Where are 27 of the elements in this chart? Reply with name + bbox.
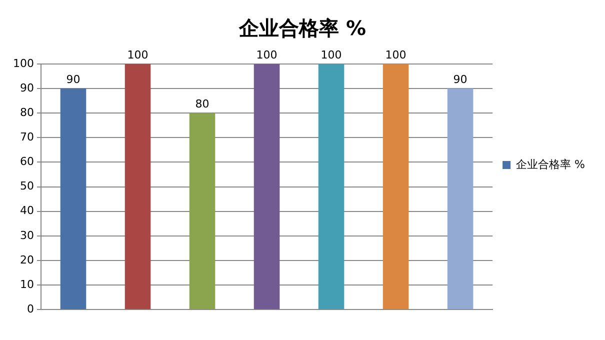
bar	[124, 64, 151, 310]
data-label: 100	[385, 48, 406, 62]
y-tick-label: 0	[26, 302, 34, 316]
bar	[447, 88, 474, 310]
y-tick-label: 60	[20, 155, 34, 168]
bar	[382, 64, 409, 310]
y-tick-label: 80	[20, 106, 34, 119]
bar	[254, 64, 280, 310]
data-label: 90	[66, 72, 80, 86]
y-tick-label: 90	[20, 81, 34, 94]
y-tick-label: 100	[12, 56, 34, 70]
y-tick-label: 40	[20, 204, 34, 218]
chart-title: 企业合格率 %	[238, 16, 366, 40]
y-tick-label: 20	[20, 253, 34, 266]
data-label: 90	[453, 72, 468, 86]
data-label: 80	[195, 97, 210, 110]
bar	[189, 113, 216, 310]
y-tick-label: 70	[20, 130, 34, 144]
bar	[318, 64, 344, 310]
legend-label: 企业合格率 %	[516, 158, 586, 171]
data-label: 100	[127, 48, 148, 62]
data-label: 100	[256, 48, 278, 62]
data-label: 100	[320, 48, 342, 62]
y-tick-label: 10	[20, 278, 34, 291]
y-tick-label: 50	[20, 180, 34, 193]
bar	[60, 88, 86, 310]
y-tick-label: 30	[20, 228, 34, 242]
